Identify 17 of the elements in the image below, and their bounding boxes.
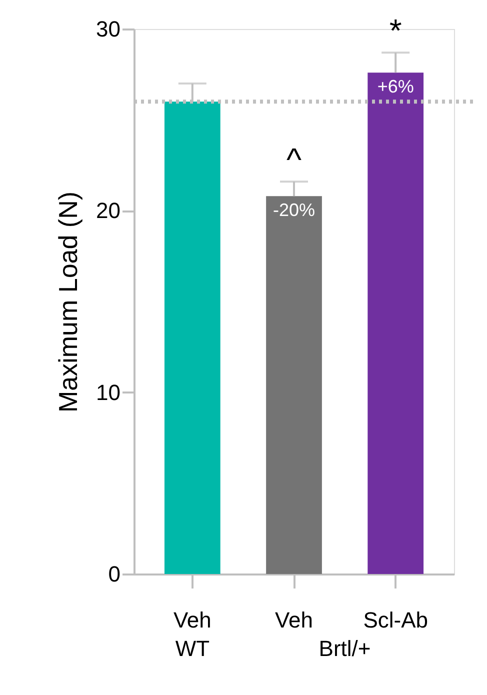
x-tick-label: Scl-Ab — [363, 608, 428, 632]
bar — [266, 196, 322, 574]
text: Brtl/+ — [318, 636, 371, 661]
bar — [368, 72, 424, 574]
annotation: * — [389, 12, 402, 49]
x-tick-label: Veh — [173, 608, 212, 632]
x-tick-label: Veh — [275, 608, 313, 632]
annotation: -20% — [272, 200, 316, 220]
annotation: ^ — [286, 142, 302, 178]
annotation: +6% — [377, 76, 414, 97]
y-tick-label: 10 — [96, 380, 120, 405]
y-tick-label: 20 — [96, 198, 120, 224]
y-tick-label: 0 — [108, 562, 120, 586]
y-tick-label: 30 — [96, 16, 120, 42]
bar — [164, 102, 220, 574]
y-axis-title: Maximum Load (N) — [53, 191, 84, 413]
text: WT — [175, 636, 210, 661]
